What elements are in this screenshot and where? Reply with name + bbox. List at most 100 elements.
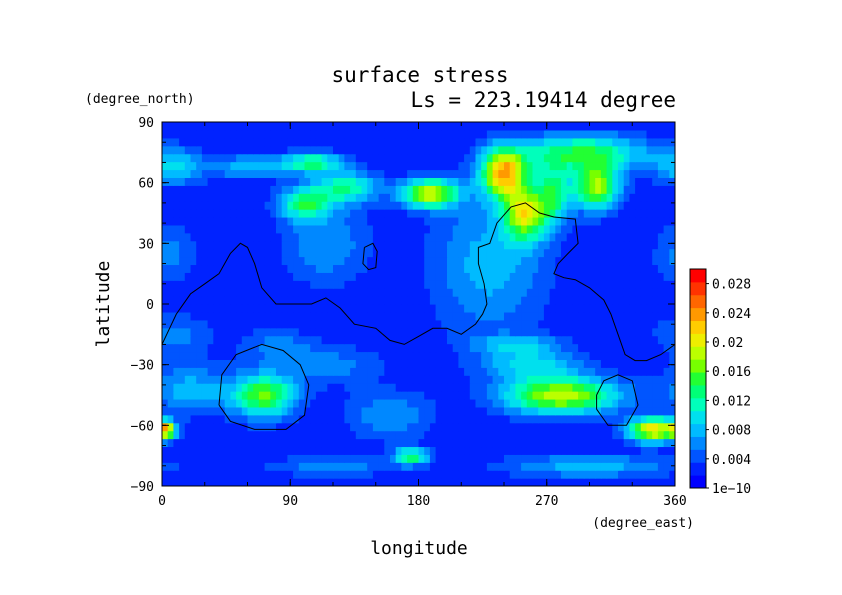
heatmap-cell	[321, 216, 328, 226]
heatmap-cell	[378, 304, 385, 313]
heatmap-cell	[173, 177, 180, 186]
heatmap-cell	[390, 240, 397, 250]
heatmap-cell	[504, 280, 511, 289]
heatmap-cell	[395, 470, 402, 479]
heatmap-cell	[270, 145, 277, 155]
heatmap-cell	[566, 264, 573, 273]
heatmap-cell	[418, 161, 425, 171]
heatmap-cell	[481, 137, 488, 147]
heatmap-cell	[196, 430, 203, 440]
heatmap-cell	[447, 153, 454, 163]
heatmap-cell	[464, 216, 471, 226]
heatmap-cell	[224, 327, 231, 337]
heatmap-cell	[447, 319, 454, 329]
heatmap-cell	[640, 311, 648, 321]
heatmap-cell	[640, 137, 648, 147]
heatmap-cell	[441, 272, 448, 281]
heatmap-cell	[310, 430, 317, 440]
heatmap-cell	[595, 383, 602, 392]
heatmap-cell	[515, 248, 522, 258]
heatmap-cell	[435, 232, 442, 242]
heatmap-cell	[355, 122, 363, 131]
heatmap-cell	[173, 264, 180, 273]
heatmap-cell	[219, 351, 226, 360]
heatmap-cell	[629, 367, 636, 376]
heatmap-cell	[538, 383, 545, 392]
heatmap-cell	[583, 343, 591, 353]
heatmap-cell	[213, 383, 220, 392]
heatmap-cell	[361, 327, 368, 337]
heatmap-cell	[258, 272, 266, 281]
heatmap-cell	[395, 193, 402, 202]
heatmap-cell	[304, 169, 311, 178]
contour-hellas-basin	[218, 343, 310, 430]
heatmap-cell	[338, 478, 345, 486]
heatmap-cell	[315, 177, 323, 186]
heatmap-cell	[310, 288, 317, 297]
heatmap-cell	[361, 414, 368, 424]
heatmap-cell	[669, 201, 675, 210]
heatmap-cell	[162, 454, 169, 463]
heatmap-cell	[572, 122, 579, 131]
heatmap-cell	[338, 224, 345, 234]
heatmap-cell	[515, 319, 522, 329]
heatmap-cell	[526, 383, 534, 392]
heatmap-cell	[464, 422, 471, 432]
heatmap-cell	[618, 304, 625, 313]
heatmap-cell	[247, 264, 254, 273]
heatmap-cell	[304, 398, 311, 408]
heatmap-cell	[566, 161, 573, 171]
heatmap-cell	[207, 414, 214, 424]
heatmap-cell	[224, 304, 231, 313]
heatmap-cell	[236, 327, 243, 337]
heatmap-cell	[640, 414, 648, 424]
heatmap-cell	[424, 161, 431, 171]
heatmap-cell	[595, 430, 602, 440]
heatmap-cell	[475, 216, 482, 226]
heatmap-cell	[600, 359, 608, 368]
heatmap-cell	[543, 414, 551, 424]
heatmap-cell	[543, 224, 551, 234]
heatmap-cell	[606, 327, 613, 337]
heatmap-cell	[327, 201, 334, 210]
heatmap-cell	[561, 161, 568, 171]
heatmap-cell	[618, 145, 625, 155]
heatmap-cell	[475, 335, 482, 345]
heatmap-cell	[401, 296, 408, 305]
heatmap-cell	[372, 224, 380, 234]
heatmap-cell	[287, 327, 294, 337]
heatmap-cell	[606, 296, 613, 305]
heatmap-cell	[224, 343, 231, 353]
heatmap-cell	[184, 129, 192, 139]
heatmap-cell	[293, 256, 300, 266]
heatmap-cell	[350, 414, 357, 424]
heatmap-cell	[509, 193, 516, 202]
heatmap-cell	[595, 201, 602, 210]
heatmap-cell	[201, 304, 209, 313]
heatmap-cell	[606, 185, 613, 194]
heatmap-cell	[532, 335, 539, 345]
heatmap-cell	[424, 454, 431, 463]
heatmap-cell	[612, 367, 619, 376]
heatmap-cell	[606, 216, 613, 226]
heatmap-cell	[213, 454, 220, 463]
heatmap-cell	[509, 240, 516, 250]
heatmap-cell	[606, 414, 613, 424]
heatmap-cell	[412, 462, 420, 471]
heatmap-cell	[464, 280, 471, 289]
heatmap-cell	[538, 288, 545, 297]
heatmap-cell	[361, 240, 368, 250]
heatmap-cell	[561, 327, 568, 337]
heatmap-cell	[657, 169, 665, 178]
heatmap-cell	[253, 232, 260, 242]
heatmap-cell	[481, 398, 488, 408]
heatmap-cell	[230, 272, 237, 281]
heatmap-cell	[350, 446, 357, 455]
heatmap-cell	[207, 430, 214, 440]
heatmap-cell	[407, 311, 414, 321]
heatmap-cell	[241, 398, 249, 408]
heatmap-cell	[589, 264, 596, 273]
heatmap-cell	[327, 185, 334, 194]
heatmap-cell	[538, 391, 545, 400]
heatmap-cell	[315, 224, 323, 234]
